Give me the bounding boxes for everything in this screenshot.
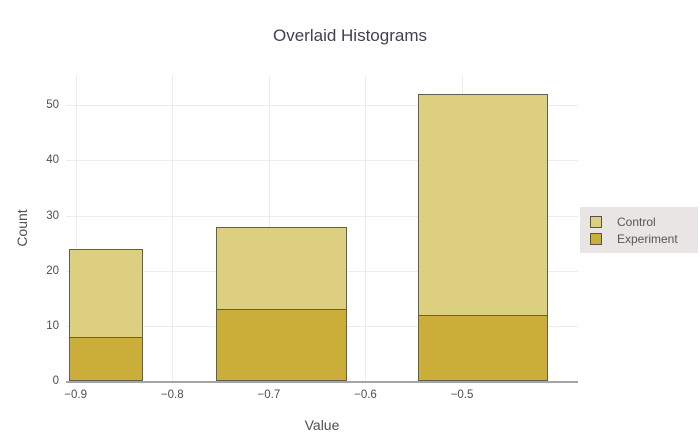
legend: Control Experiment xyxy=(580,207,698,253)
experiment-bar-0[interactable] xyxy=(68,336,144,381)
y-gridline xyxy=(66,105,578,107)
experiment-bar-1[interactable] xyxy=(215,309,348,381)
x-tick-label: −0.9 xyxy=(64,389,88,401)
control-swatch-icon xyxy=(590,216,602,228)
x-tick-label: −0.8 xyxy=(160,389,184,401)
y-tick-label: 40 xyxy=(46,154,59,167)
x-gridline xyxy=(75,75,77,381)
x-axis-zero-line xyxy=(66,381,578,383)
y-tick-label: 10 xyxy=(46,319,59,332)
legend-item-control[interactable]: Control xyxy=(590,215,698,229)
legend-label-control: Control xyxy=(617,215,656,229)
x-tick-label: −0.6 xyxy=(354,389,377,401)
x-gridline xyxy=(172,75,174,381)
y-tick-label: 0 xyxy=(52,375,59,387)
y-axis-title: Count xyxy=(14,209,30,247)
x-tick-label: −0.5 xyxy=(450,389,474,401)
experiment-swatch-icon xyxy=(590,233,602,245)
y-gridline xyxy=(66,215,578,217)
x-axis-title: Value xyxy=(304,417,340,433)
x-tick-label: −0.7 xyxy=(257,389,281,401)
x-gridline xyxy=(365,75,367,381)
y-tick-label: 20 xyxy=(46,264,59,277)
y-tick-label: 50 xyxy=(46,99,59,112)
experiment-bar-2[interactable] xyxy=(417,314,549,381)
legend-label-experiment: Experiment xyxy=(617,232,678,246)
legend-item-experiment[interactable]: Experiment xyxy=(590,232,698,246)
y-tick-label: 30 xyxy=(46,209,59,222)
chart-title: Overlaid Histograms xyxy=(273,26,427,45)
plot-area: −0.9 −0.8 −0.7 −0.6 −0.5 0 10 20 30 40 50 xyxy=(46,75,578,401)
y-gridline xyxy=(66,160,578,162)
